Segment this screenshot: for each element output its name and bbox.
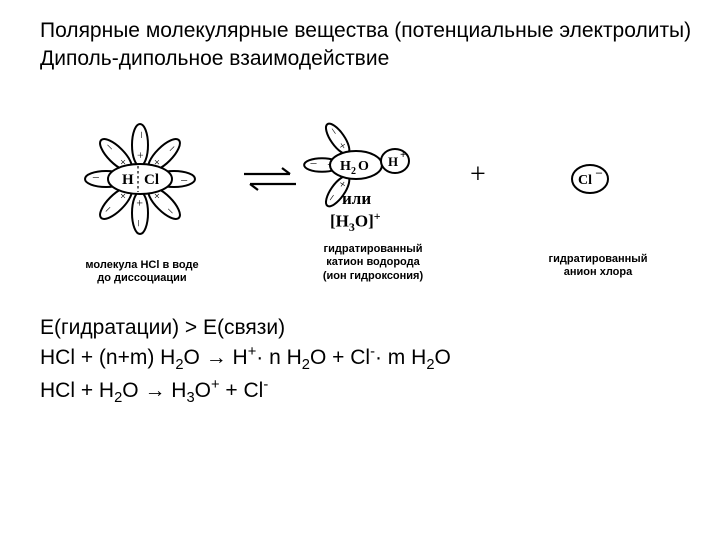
svg-text:–: –	[309, 158, 317, 172]
svg-text:–: –	[92, 172, 100, 186]
svg-text:2: 2	[351, 166, 356, 177]
svg-text:Cl: Cl	[144, 172, 159, 188]
caption-left: молекула HCl в водедо диссоциации	[72, 259, 212, 287]
dissociation-diagram: +–+–+–+–+–+–+–+– H Cl +–+–+– H 2 O	[40, 81, 680, 311]
svg-text:–: –	[133, 219, 147, 227]
equilibrium-arrows-icon	[240, 161, 300, 197]
svg-text:O: O	[358, 159, 369, 174]
svg-text:–: –	[133, 130, 147, 138]
svg-text:+: +	[133, 199, 147, 206]
title-line-1: Полярные молекулярные вещества (потенциа…	[40, 18, 692, 44]
page: Полярные молекулярные вещества (потенциа…	[0, 0, 720, 420]
svg-text:H: H	[388, 154, 398, 169]
energy-line: Е(гидратации) > Е(связи)	[40, 315, 692, 341]
equation-1: НCl + (n+m) H2O → Н+· n H2O + Cl-· m H2O	[40, 343, 692, 375]
caption-right: гидратированныйанион хлора	[538, 253, 658, 281]
right-cluster-svg: +–+–+–+–+–+–+–+– Cl –	[490, 81, 690, 281]
left-cluster-svg: +–+–+–+–+–+–+–+– H Cl	[40, 81, 240, 281]
equation-2: НCl + H2O → Н3O+ + Cl-	[40, 376, 692, 408]
alt-formula: [H3O]+	[330, 209, 381, 235]
title-line-2: Диполь-дипольное взаимодействие	[40, 46, 692, 72]
plus-sign: +	[470, 159, 486, 191]
svg-text:H: H	[340, 159, 351, 174]
caption-mid: гидратированныйкатион водорода(ион гидро…	[308, 243, 438, 284]
svg-text:H: H	[122, 172, 134, 188]
svg-text:+: +	[400, 149, 406, 161]
svg-text:+: +	[133, 151, 147, 158]
middle-cluster-svg: +–+–+– H 2 O H +	[300, 121, 460, 221]
svg-text:–: –	[180, 172, 188, 186]
svg-text:–: –	[595, 165, 603, 179]
or-text: или	[342, 189, 371, 209]
svg-text:Cl: Cl	[578, 173, 592, 188]
